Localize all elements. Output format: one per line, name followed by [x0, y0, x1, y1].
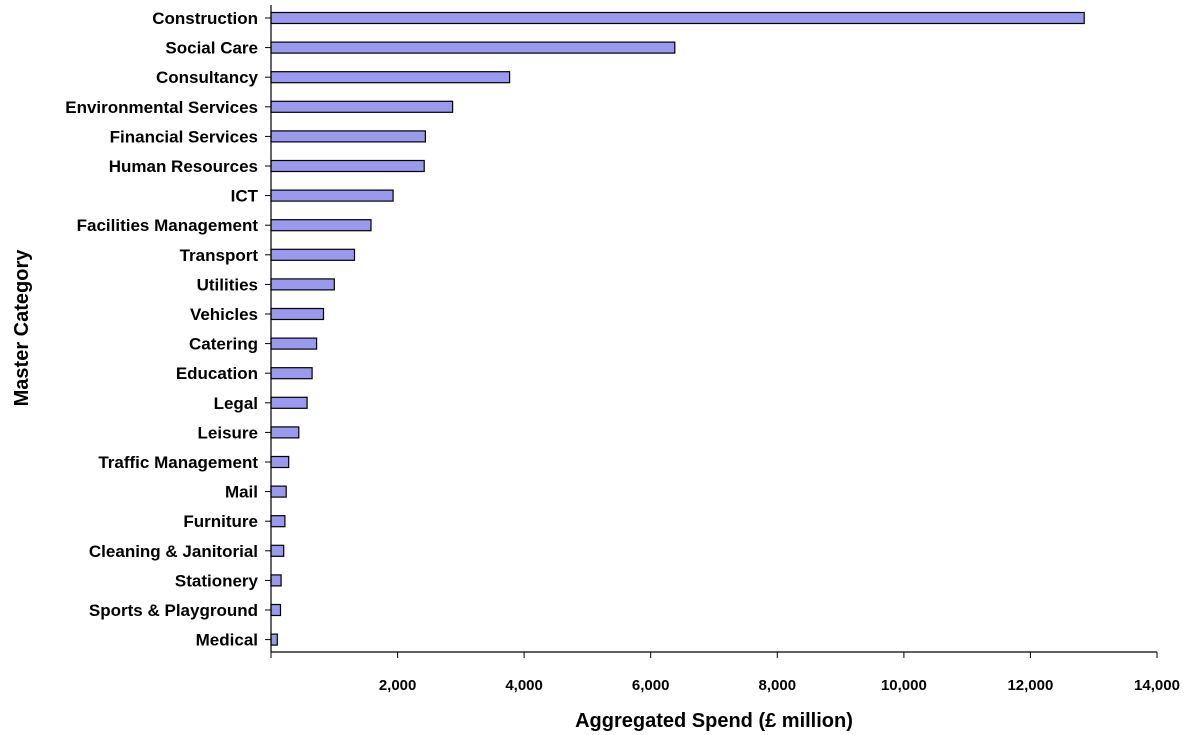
category-label-12: Education — [176, 364, 258, 383]
category-labels: Construction Social Care Consultancy Enviro… — [65, 9, 258, 650]
category-label-14: Leisure — [198, 423, 258, 442]
category-label-8: Transport — [180, 246, 259, 265]
bar-0 — [270, 11, 1085, 25]
x-ticks-group: 2,000 4,000 6,000 8,000 10,000 12,000 14,000 — [270, 652, 1180, 694]
category-label-20: Sports & Playground — [89, 601, 258, 620]
bar-21 — [270, 633, 278, 646]
y-axis-title: Master Category — [11, 249, 33, 407]
bar-17 — [270, 515, 286, 528]
bar-16 — [270, 485, 287, 498]
bar-11 — [270, 337, 318, 350]
bar-4 — [270, 130, 426, 143]
x-tick-label-2: 4,000 — [505, 677, 543, 694]
x-tick-label-3: 6,000 — [632, 677, 670, 694]
bar-12 — [270, 367, 313, 380]
bar-8 — [270, 248, 356, 261]
category-label-6: ICT — [231, 187, 259, 206]
category-label-3: Environmental Services — [65, 98, 258, 117]
bar-6 — [270, 189, 394, 202]
category-label-2: Consultancy — [156, 68, 259, 87]
x-tick-label-6: 12,000 — [1007, 677, 1053, 694]
bar-7 — [270, 219, 372, 232]
category-label-10: Vehicles — [190, 305, 258, 324]
category-label-9: Utilities — [197, 275, 258, 294]
category-label-17: Furniture — [183, 512, 258, 531]
category-label-1: Social Care — [165, 39, 258, 58]
bar-9 — [270, 278, 335, 291]
bar-19 — [270, 574, 282, 587]
x-tick-label-4: 8,000 — [759, 677, 797, 694]
category-label-13: Legal — [214, 394, 258, 413]
bar-3 — [270, 100, 454, 113]
category-label-21: Medical — [196, 631, 258, 650]
bars-group — [270, 11, 1085, 646]
x-tick-label-5: 10,000 — [881, 677, 927, 694]
category-label-16: Mail — [225, 483, 258, 502]
bar-5 — [270, 159, 425, 173]
bar-10 — [270, 307, 325, 321]
category-label-4: Financial Services — [110, 127, 258, 146]
category-label-19: Stationery — [175, 571, 259, 590]
bar-2 — [270, 71, 511, 84]
axes-group — [265, 5, 1157, 653]
category-label-15: Traffic Management — [98, 453, 258, 472]
x-tick-label-7: 14,000 — [1134, 677, 1180, 694]
bar-20 — [270, 603, 282, 617]
bar-15 — [270, 455, 290, 469]
category-label-7: Facilities Management — [77, 216, 259, 235]
bar-13 — [270, 396, 308, 409]
category-label-18: Cleaning & Janitorial — [89, 542, 258, 561]
bar-1 — [270, 41, 676, 54]
category-label-11: Catering — [189, 335, 258, 354]
x-axis-title: Aggregated Spend (£ million) — [575, 710, 853, 732]
x-tick-label-1: 2,000 — [379, 677, 417, 694]
bar-18 — [270, 544, 285, 557]
bar-14 — [270, 426, 300, 439]
category-label-5: Human Resources — [109, 157, 258, 176]
category-label-0: Construction — [152, 9, 258, 28]
